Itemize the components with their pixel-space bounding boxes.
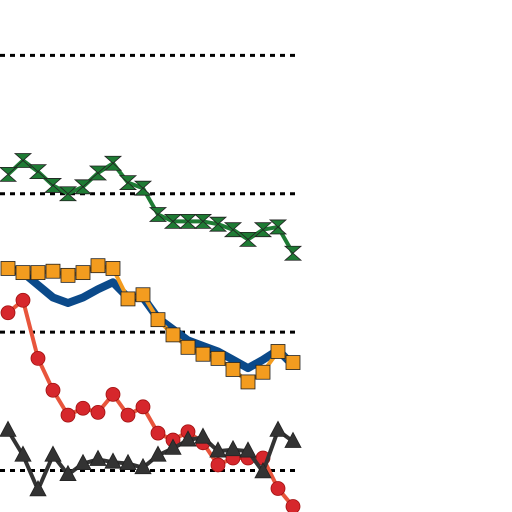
marker	[194, 427, 212, 444]
marker	[0, 420, 17, 437]
marker	[254, 462, 272, 479]
marker	[29, 480, 47, 497]
marker	[15, 265, 31, 281]
marker	[59, 464, 77, 482]
marker	[284, 431, 302, 448]
marker	[135, 287, 151, 303]
marker	[239, 441, 257, 458]
marker	[223, 222, 243, 238]
marker	[60, 267, 76, 283]
marker	[120, 291, 136, 307]
marker	[285, 499, 301, 512]
marker	[210, 350, 226, 366]
marker	[45, 263, 61, 279]
marker	[45, 382, 61, 398]
marker	[283, 245, 303, 261]
marker	[13, 153, 33, 168]
marker	[164, 438, 182, 455]
marker	[165, 327, 181, 343]
marker	[149, 445, 167, 462]
series-line	[6, 264, 296, 373]
marker	[150, 312, 166, 328]
marker	[253, 222, 273, 238]
marker	[119, 453, 137, 470]
marker	[30, 265, 46, 281]
marker	[0, 261, 16, 276]
marker	[75, 265, 91, 281]
marker	[193, 214, 213, 229]
marker	[270, 481, 286, 496]
marker	[44, 445, 62, 462]
marker	[104, 452, 122, 469]
marker	[180, 339, 196, 355]
marker	[224, 439, 242, 457]
marker	[103, 155, 123, 171]
marker	[148, 207, 168, 222]
marker	[88, 165, 108, 181]
marker	[75, 400, 91, 416]
marker	[105, 386, 121, 402]
marker	[195, 346, 211, 362]
marker	[134, 457, 152, 475]
marker	[120, 407, 136, 423]
marker	[268, 219, 288, 235]
marker	[285, 355, 301, 370]
marker	[240, 374, 256, 390]
marker	[225, 362, 241, 377]
marker	[60, 407, 76, 423]
marker	[133, 180, 153, 196]
marker	[135, 399, 151, 415]
marker	[90, 404, 106, 420]
series-line	[6, 158, 295, 255]
marker	[74, 453, 92, 470]
marker	[43, 178, 63, 193]
marker	[269, 420, 287, 437]
marker	[73, 179, 93, 195]
marker	[15, 292, 31, 308]
marker	[208, 216, 228, 232]
marker	[238, 231, 258, 247]
marker	[28, 164, 48, 179]
marker	[0, 166, 18, 182]
marker	[105, 261, 121, 276]
marker	[0, 305, 16, 321]
marker	[255, 364, 271, 380]
marker	[150, 425, 166, 441]
marker	[179, 430, 197, 447]
marker	[14, 445, 32, 462]
marker	[210, 457, 226, 473]
marker	[90, 258, 106, 274]
marker	[118, 175, 138, 191]
marker	[58, 186, 78, 202]
marker	[89, 449, 107, 466]
marker	[270, 344, 286, 359]
marker	[30, 350, 46, 366]
marker	[209, 441, 227, 458]
